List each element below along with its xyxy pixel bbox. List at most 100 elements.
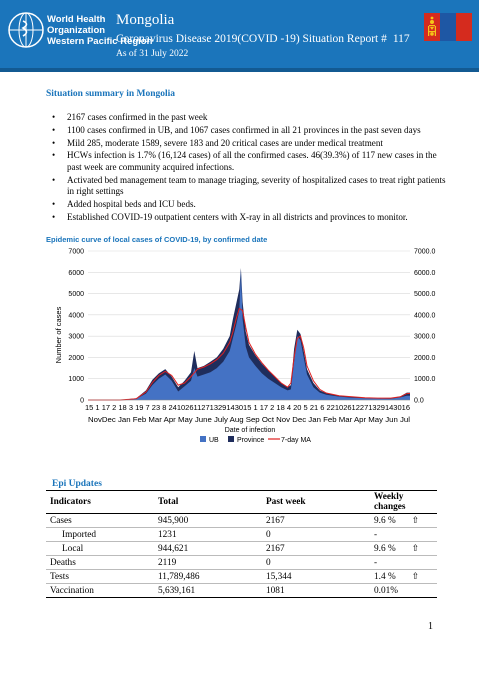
x-axis-month-ticks: NovDec Jan Feb Mar Apr May June July Aug…: [88, 417, 410, 424]
indicator-cell: Vaccination: [46, 583, 154, 598]
change-value: -: [374, 557, 378, 568]
banner-stripe: [0, 68, 479, 72]
change-cell: -: [370, 527, 437, 542]
y-tick-label-right: 6000.0: [414, 270, 436, 277]
legend-swatch: [228, 436, 234, 442]
y-tick-label-right: 2000.0: [414, 355, 436, 362]
chart-legend: UB Province 7-day MA: [200, 436, 311, 444]
change-value: 1.4 %: [374, 571, 396, 582]
y-tick-label-left: 1000: [68, 376, 84, 383]
y-tick-label-right: 3000.0: [414, 334, 436, 341]
y-tick-label-left: 6000: [68, 270, 84, 277]
report-title: Coronavirus Disease 2019(COVID -19) Situ…: [116, 33, 410, 45]
mongolia-flag-icon: [424, 13, 472, 41]
epi-updates-title: Epi Updates: [52, 479, 102, 489]
change-cell: 9.6 % ⇧: [370, 513, 437, 528]
table-header-row: Indicators Total Past week Weekly change…: [46, 490, 437, 514]
past-week-cell: 2167: [262, 513, 370, 528]
indicator-cell: Local: [46, 541, 154, 556]
up-arrow-icon: ⇧: [411, 515, 420, 526]
total-cell: 2119: [154, 555, 262, 570]
y-axis-label: Number of cases: [54, 306, 63, 363]
summary-bullet: Established COVID-19 outpatient centers …: [52, 212, 452, 224]
epi-updates-table: Indicators Total Past week Weekly change…: [46, 490, 437, 598]
table-row: Local 944,621 2167 9.6 % ⇧: [46, 541, 437, 556]
total-cell: 1231: [154, 527, 262, 542]
summary-bullet: HCWs infection is 1.7% (16,124 cases) of…: [52, 150, 452, 173]
who-org-name: World Health Organization Western Pacifi…: [47, 14, 152, 47]
indicator-cell: Imported: [46, 527, 154, 542]
change-value: 9.6 %: [374, 515, 396, 526]
legend-label: Province: [237, 437, 264, 444]
y-tick-label-left: 4000: [68, 312, 84, 319]
column-header: Weekly changes: [370, 490, 437, 514]
summary-bullet: 1100 cases confirmed in UB, and 1067 cas…: [52, 125, 452, 137]
change-value: 9.6 %: [374, 543, 396, 554]
report-header-banner: World Health Organization Western Pacifi…: [0, 0, 479, 72]
series-area-ub: [88, 270, 410, 400]
table-row: Imported 1231 0 -: [46, 527, 437, 542]
summary-bullet: Activated bed management team to manage …: [52, 175, 452, 198]
who-emblem-icon: [8, 12, 44, 48]
past-week-cell: 0: [262, 555, 370, 570]
y-axis-right-ticks: 0.0 1000.0 2000.0 3000.0 4000.0 5000.0 6000.0 7…: [414, 249, 436, 405]
report-date: As of 31 July 2022: [116, 49, 189, 59]
org-line-1: World Health: [47, 14, 106, 25]
table-row: Cases 945,900 2167 9.6 % ⇧: [46, 513, 437, 528]
change-cell: -: [370, 555, 437, 570]
page-number: 1: [428, 621, 433, 632]
chart-title: Epidemic curve of local cases of COVID-1…: [46, 235, 268, 244]
table-row: Vaccination 5,639,161 1081 0.01%: [46, 583, 437, 598]
legend-label: UB: [209, 437, 219, 444]
y-tick-label-right: 5000.0: [414, 291, 436, 298]
total-cell: 945,900: [154, 513, 262, 528]
report-title-text: Coronavirus Disease 2019(COVID -19) Situ…: [116, 33, 387, 45]
indicator-cell: Cases: [46, 513, 154, 528]
summary-title: Situation summary in Mongolia: [46, 89, 176, 99]
epidemic-curve-chart: 0 1000 2000 3000 4000 5000 6000 7000 0.0 1000.0 2…: [54, 249, 436, 445]
summary-bullet: Added hospital beds and ICU beds.: [52, 199, 452, 211]
org-line-3: Western Pacific Region: [47, 36, 153, 47]
indicator-cell: Deaths: [46, 555, 154, 570]
change-value: 0.01%: [374, 585, 399, 596]
total-cell: 11,789,486: [154, 569, 262, 584]
column-header: Past week: [262, 490, 370, 514]
chart-series: [88, 268, 411, 401]
y-tick-label-left: 3000: [68, 334, 84, 341]
total-cell: 944,621: [154, 541, 262, 556]
legend-label: 7-day MA: [281, 437, 311, 444]
y-tick-label-left: 5000: [68, 291, 84, 298]
summary-bullet: Mild 285, moderate 1589, severe 183 and …: [52, 138, 452, 150]
column-header: Total: [154, 490, 262, 514]
report-number: 117: [392, 33, 410, 45]
change-cell: 9.6 % ⇧: [370, 541, 437, 556]
past-week-cell: 0: [262, 527, 370, 542]
past-week-cell: 15,344: [262, 569, 370, 584]
legend-swatch: [200, 436, 206, 442]
report-country: Mongolia: [116, 12, 175, 28]
y-tick-label-right: 4000.0: [414, 312, 436, 319]
y-tick-label-right: 1000.0: [414, 376, 436, 383]
change-cell: 0.01%: [370, 583, 437, 598]
y-tick-label-left: 0: [80, 398, 84, 405]
series-line-7-day-ma: [88, 307, 411, 401]
past-week-cell: 1081: [262, 583, 370, 598]
table-row: Tests 11,789,486 15,344 1.4 % ⇧: [46, 569, 437, 584]
total-cell: 5,639,161: [154, 583, 262, 598]
up-arrow-icon: ⇧: [411, 571, 420, 582]
column-header: Indicators: [46, 490, 154, 514]
change-cell: 1.4 % ⇧: [370, 569, 437, 584]
y-tick-label-left: 7000: [68, 249, 84, 256]
y-tick-label-right: 7000.0: [414, 249, 436, 256]
y-tick-label-right: 0.0: [414, 398, 424, 405]
y-tick-label-left: 2000: [68, 355, 84, 362]
table-row: Deaths 2119 0 -: [46, 555, 437, 570]
x-axis-label: Date of infection: [225, 427, 276, 434]
summary-bullet: 2167 cases confirmed in the past week: [52, 112, 452, 124]
indicator-cell: Tests: [46, 569, 154, 584]
up-arrow-icon: ⇧: [411, 543, 420, 554]
org-line-2: Organization: [47, 25, 106, 36]
past-week-cell: 2167: [262, 541, 370, 556]
x-axis-day-ticks: 15 1 17 2 18 3 19 7 23 8 241026112713291…: [85, 405, 410, 412]
y-axis-left-ticks: 0 1000 2000 3000 4000 5000 6000 7000: [68, 249, 84, 405]
